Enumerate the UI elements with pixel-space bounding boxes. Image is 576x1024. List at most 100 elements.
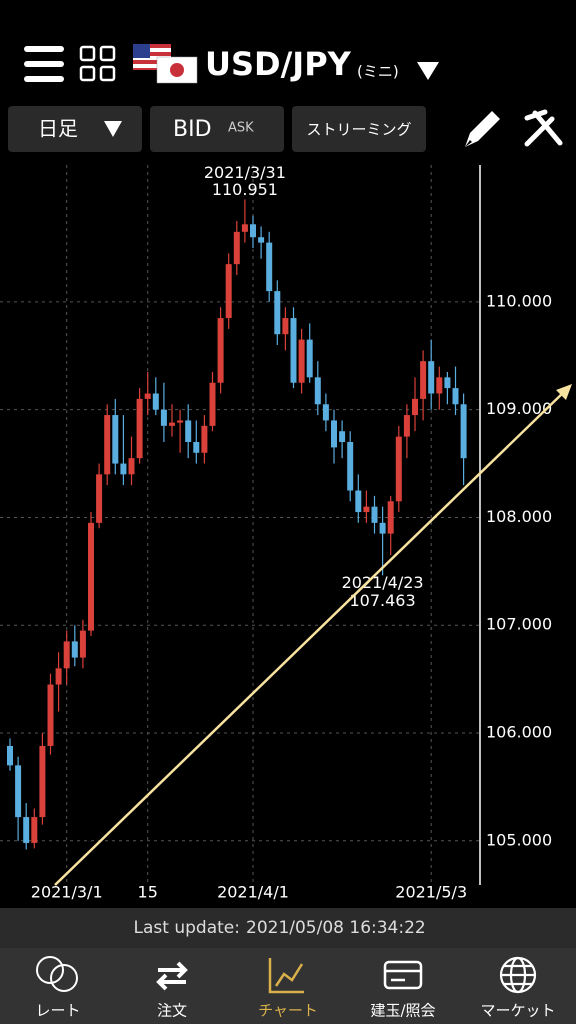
y-tick-label: 108.000 (486, 507, 552, 526)
tab-label[interactable]: 注文 (157, 1002, 187, 1020)
candle-body (193, 442, 200, 453)
candle-body (322, 404, 329, 421)
chart-tab-icon (268, 958, 304, 994)
y-tick-label: 105.000 (486, 830, 552, 849)
y-tick-label: 107.000 (486, 615, 552, 634)
candle-body (71, 641, 78, 658)
tab-label[interactable]: レート (35, 1002, 80, 1020)
rate-tab-icon (36, 956, 78, 992)
candle-body (136, 398, 143, 459)
candle-body (428, 361, 435, 394)
candle-body (63, 641, 70, 669)
candle-body (169, 422, 175, 426)
candle-body (282, 318, 289, 335)
candle-body (403, 415, 410, 437)
tab-label[interactable]: マーケット (480, 1002, 555, 1020)
candle-body (104, 415, 111, 475)
candle-body (355, 490, 362, 513)
candle-body (185, 420, 192, 443)
candle-body (23, 817, 30, 843)
candle-body (96, 474, 103, 523)
x-tick-label: 2021/4/1 (217, 883, 289, 902)
pencil-icon[interactable] (465, 111, 500, 147)
x-tick-label: 15 (138, 883, 158, 902)
currency-flags (133, 44, 198, 84)
annotation-value: 110.951 (212, 180, 278, 199)
streaming-label: ストリーミング (306, 121, 411, 139)
pair-title[interactable]: USD/JPY (205, 45, 352, 83)
candle-body (444, 377, 451, 389)
ask-label: ASK (228, 121, 254, 136)
pair-dropdown[interactable] (417, 62, 439, 80)
candle-body (379, 522, 386, 534)
candle-body (120, 463, 127, 475)
candle-body (128, 458, 135, 475)
candle-body (39, 745, 46, 818)
annotation-date: 2021/3/31 (204, 163, 286, 182)
pair-subtitle: (ミニ) (357, 63, 399, 81)
tools-icon[interactable] (524, 109, 563, 147)
candle-body (241, 224, 248, 232)
last-update-label: Last update: (134, 918, 240, 938)
candle-body (436, 377, 443, 394)
candle-body (314, 377, 321, 405)
trend-line-head (556, 384, 572, 400)
y-tick-label: 109.000 (486, 399, 552, 418)
annotation-date: 2021/4/23 (342, 573, 424, 592)
market-tab-icon (499, 956, 537, 994)
candle-body (88, 522, 94, 631)
candle-body (250, 224, 256, 238)
order-tab-icon (156, 961, 188, 991)
candle-body (177, 420, 184, 423)
candle-body (290, 318, 297, 383)
tab-label[interactable]: 建玉/照会 (370, 1002, 435, 1020)
price-type-button[interactable] (150, 106, 284, 152)
candle-body (79, 630, 86, 658)
candle-body (144, 393, 151, 399)
candle-body (339, 431, 346, 443)
candle-body (160, 409, 167, 426)
annotation-value: 107.463 (350, 591, 416, 610)
candle-body (7, 745, 13, 766)
candle-body (55, 668, 62, 685)
period-label: 日足 (38, 117, 78, 141)
y-tick-label: 106.000 (486, 723, 552, 742)
candle-body (306, 339, 313, 378)
last-update-time: 2021/05/08 16:34:22 (246, 918, 426, 938)
candle-body (152, 393, 159, 410)
period-button[interactable] (8, 106, 142, 152)
trend-line[interactable] (54, 389, 567, 886)
candle-body (31, 817, 38, 843)
candle-body (298, 339, 305, 383)
candle-body (331, 420, 337, 448)
streaming-button[interactable] (292, 106, 426, 152)
candle-body (363, 506, 370, 513)
layout-icon[interactable] (79, 45, 116, 82)
candle-body (420, 361, 427, 399)
x-tick-label: 2021/3/1 (31, 883, 103, 902)
candle-body (201, 425, 208, 453)
candle-body (225, 264, 232, 319)
y-tick-label: 110.000 (486, 291, 552, 310)
candle-body (15, 765, 22, 818)
candle-body (258, 237, 265, 243)
candle-body (209, 382, 216, 426)
candle-body (274, 291, 281, 335)
candle-body (387, 501, 394, 534)
tabs: レート 注文 チャート 建玉/照会 マーケット (35, 1002, 555, 1020)
candle-body (460, 404, 467, 459)
status-bar (0, 908, 576, 948)
chart: 105.000 106.000 107.000 108.000 109.000 110.0… (0, 163, 552, 902)
bid-label: BID (173, 117, 212, 142)
tab-label[interactable]: チャート (258, 1002, 318, 1020)
menu-icon[interactable] (24, 46, 64, 82)
candle-body (371, 506, 378, 523)
candle-body (47, 684, 54, 746)
candle-body (395, 436, 402, 502)
tab-bar (0, 948, 576, 1024)
candle-body (266, 242, 273, 292)
candle-body (412, 398, 418, 416)
